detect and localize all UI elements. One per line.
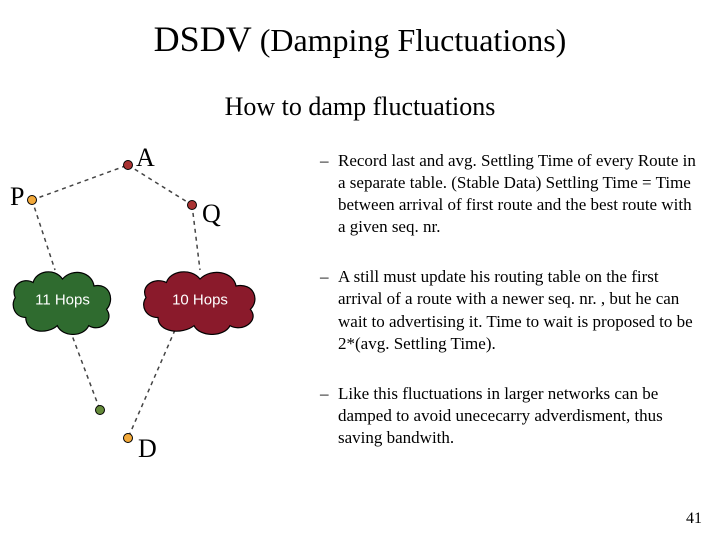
title-main: DSDV	[154, 19, 252, 59]
bullet-dash: –	[320, 266, 338, 354]
title-sub: (Damping Fluctuations)	[260, 22, 567, 58]
network-diagram: 11 Hops 10 Hops P A Q D	[0, 130, 300, 480]
node-Q	[187, 200, 197, 210]
cloud-cloud2: 10 Hops	[140, 265, 260, 335]
edge	[32, 165, 128, 200]
node-D_right	[123, 433, 133, 443]
node-D_left	[95, 405, 105, 415]
node-label-P: P	[10, 182, 24, 212]
bullet-text: A still must update his routing table on…	[338, 266, 700, 354]
bullet-list: –Record last and avg. Settling Time of e…	[320, 150, 700, 477]
cloud-cloud1: 11 Hops	[10, 265, 115, 335]
bullet-dash: –	[320, 383, 338, 449]
edge	[32, 200, 55, 270]
cloud-label: 11 Hops	[10, 292, 115, 309]
node-label-D_right: D	[138, 434, 157, 464]
bullet-text: Like this fluctuations in larger network…	[338, 383, 700, 449]
node-label-Q: Q	[202, 199, 221, 229]
node-label-A: A	[136, 143, 155, 173]
node-P	[27, 195, 37, 205]
slide-number: 41	[686, 510, 702, 528]
bullet-item: –A still must update his routing table o…	[320, 266, 700, 354]
bullet-item: –Like this fluctuations in larger networ…	[320, 383, 700, 449]
slide-title: DSDV (Damping Fluctuations)	[0, 18, 720, 60]
bullet-item: –Record last and avg. Settling Time of e…	[320, 150, 700, 238]
bullet-text: Record last and avg. Settling Time of ev…	[338, 150, 700, 238]
edge	[128, 330, 175, 438]
cloud-label: 10 Hops	[140, 292, 260, 309]
slide-subtitle: How to damp fluctuations	[0, 92, 720, 122]
bullet-dash: –	[320, 150, 338, 238]
node-A	[123, 160, 133, 170]
edge	[192, 205, 200, 270]
edge	[70, 330, 100, 410]
